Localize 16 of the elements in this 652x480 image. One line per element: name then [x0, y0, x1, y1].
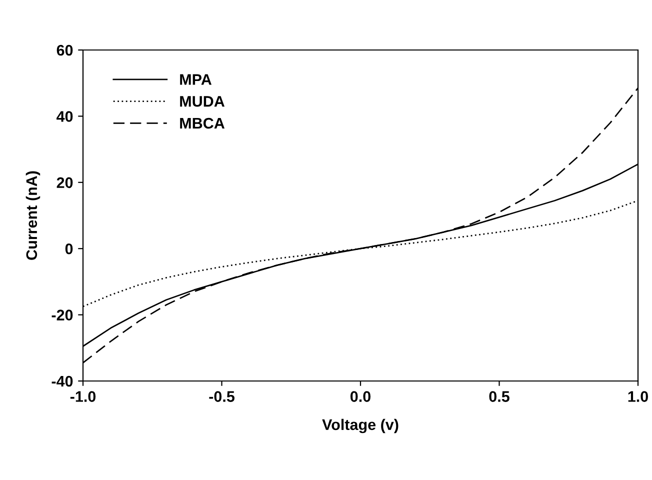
y-tick-label: 40: [56, 111, 73, 122]
y-axis-title: Current (nA): [26, 171, 40, 260]
legend-label: MPA: [180, 74, 212, 85]
x-tick-label: -1.0: [70, 391, 96, 402]
y-tick-label: 0: [65, 243, 73, 254]
legend-label: MBCA: [180, 118, 225, 129]
x-tick-label: 0.5: [489, 391, 510, 402]
x-tick-label: -0.5: [209, 391, 234, 402]
x-tick-label: 0.0: [350, 391, 370, 402]
y-tick-label: 20: [56, 177, 73, 188]
y-tick-label: -20: [52, 310, 73, 320]
y-tick-label: 60: [56, 44, 73, 56]
y-tick-label: -40: [52, 376, 73, 387]
legend-label: MUDA: [180, 96, 225, 107]
x-axis-title: Voltage (v): [322, 418, 398, 434]
x-tick-label: 1.0: [628, 391, 648, 402]
